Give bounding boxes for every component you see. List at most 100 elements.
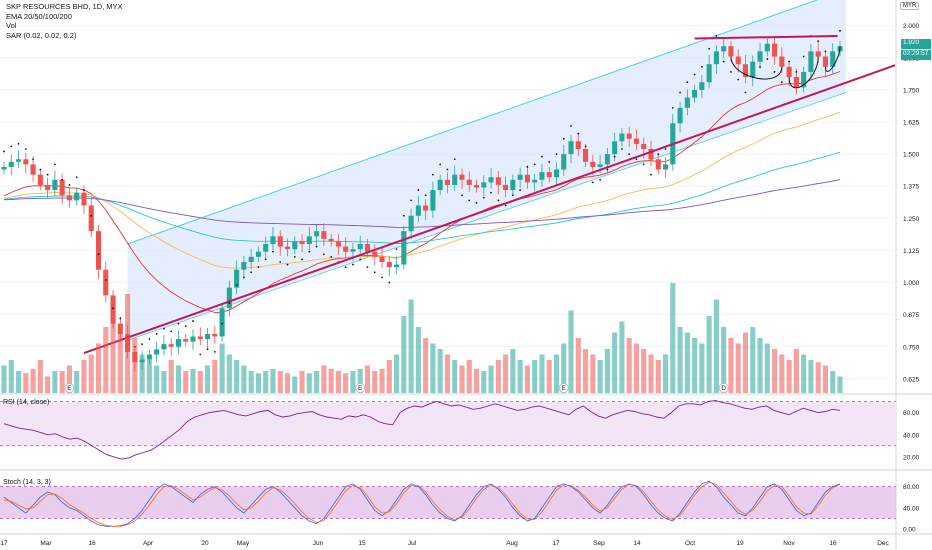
volume-bar	[394, 354, 400, 393]
candle-body	[103, 269, 109, 296]
rsi-tick-label: 40.00	[903, 432, 920, 439]
candle-body	[234, 269, 240, 288]
volume-bar	[168, 360, 174, 393]
volume-bar	[648, 354, 654, 393]
candle-body	[699, 82, 705, 90]
volume-bar	[641, 349, 647, 393]
volume-bar	[226, 354, 232, 393]
candle-body	[248, 256, 254, 262]
volume-bar	[255, 373, 261, 393]
volume-bar	[728, 338, 734, 393]
sar-dot	[264, 258, 267, 261]
price-tick-label: 1.125	[903, 248, 920, 255]
volume-bar	[655, 360, 661, 393]
sar-dot	[562, 137, 565, 140]
volume-bar	[604, 349, 610, 393]
candle-body	[321, 231, 327, 239]
stoch-label[interactable]: Stoch (14, 3, 3)	[3, 479, 51, 486]
candle-body	[37, 174, 43, 185]
volume-bar	[532, 360, 538, 393]
time-tick-label: 16	[829, 540, 837, 547]
vol-legend[interactable]: Vol	[6, 21, 17, 31]
sar-dot	[388, 281, 391, 284]
candle-body	[117, 323, 123, 334]
sar-dot	[759, 65, 761, 68]
candle-body	[721, 46, 727, 52]
currency-badge[interactable]: MYR	[900, 2, 920, 10]
candle-body	[793, 77, 799, 88]
candle-body	[459, 174, 465, 180]
sar-dot	[402, 214, 405, 217]
candle-body	[394, 264, 400, 268]
countdown-tag: 02:29:57	[901, 50, 931, 60]
rsi-label[interactable]: RSI (14, close)	[3, 399, 50, 406]
sar-dot	[584, 145, 587, 148]
candle-body	[612, 141, 618, 155]
volume-bar	[125, 294, 131, 393]
volume-bar	[488, 365, 494, 393]
candle-body	[830, 51, 836, 67]
candle-body	[750, 61, 756, 78]
volume-bar	[161, 371, 167, 393]
candle-body	[168, 344, 174, 347]
sar-dot	[824, 50, 827, 53]
sar-dot	[279, 261, 282, 263]
candle-body	[255, 251, 261, 257]
candle-body	[815, 51, 821, 57]
neckline-line	[694, 34, 838, 40]
sar-dot	[53, 163, 56, 166]
volume-bar	[103, 327, 109, 393]
candle-body	[742, 64, 749, 78]
channel-lower-line	[127, 92, 847, 341]
sar-dot	[417, 189, 420, 191]
price-tick-label: 1.500	[903, 152, 920, 159]
sar-dot	[330, 255, 333, 258]
rsi-line	[3, 399, 841, 460]
candle-body	[292, 241, 298, 250]
sar-dot	[446, 168, 449, 171]
volume-bar	[452, 360, 458, 393]
ema-20-line	[3, 71, 841, 314]
candle-body	[772, 43, 778, 57]
sar-dot	[671, 106, 674, 109]
time-tick-label: 19	[736, 540, 744, 547]
volume-bar	[8, 360, 14, 393]
volume-bar	[132, 338, 138, 393]
volume-bar	[1, 365, 7, 393]
sar-dot	[308, 250, 311, 253]
sar-legend[interactable]: SAR (0.02, 0.02, 0.2)	[6, 30, 77, 40]
volume-bar	[234, 360, 240, 393]
candle-body	[626, 133, 632, 139]
volume-bar	[343, 373, 349, 393]
sar-dot	[170, 330, 173, 333]
volume-bar	[808, 360, 814, 393]
candle-body	[66, 195, 72, 201]
time-tick-label: Aug	[506, 540, 518, 547]
ema-legend[interactable]: EMA 20/50/100/200	[6, 11, 72, 21]
candle-body	[219, 308, 225, 337]
candle-body	[197, 336, 203, 340]
candle-body	[23, 159, 29, 165]
sar-dot	[744, 91, 747, 94]
volume-bar	[612, 332, 618, 393]
candle-body	[343, 246, 349, 252]
candle-body	[430, 190, 436, 211]
volume-bar	[183, 371, 189, 393]
volume-bar	[328, 368, 334, 393]
candle-body	[110, 295, 116, 324]
sar-dot	[272, 250, 274, 253]
candle-body	[299, 241, 305, 245]
sar-dot	[235, 284, 238, 287]
candle-body	[364, 244, 371, 252]
volume-bar	[37, 360, 43, 393]
sar-dot	[693, 73, 696, 76]
candle-body	[822, 56, 829, 67]
sar-dot	[519, 189, 522, 191]
volume-bar	[197, 371, 203, 393]
sar-dot	[293, 255, 296, 258]
sar-dot	[359, 258, 362, 261]
sar-dot	[461, 194, 463, 197]
sar-dot	[482, 196, 485, 199]
last-price-tag: 1.920	[901, 39, 931, 49]
